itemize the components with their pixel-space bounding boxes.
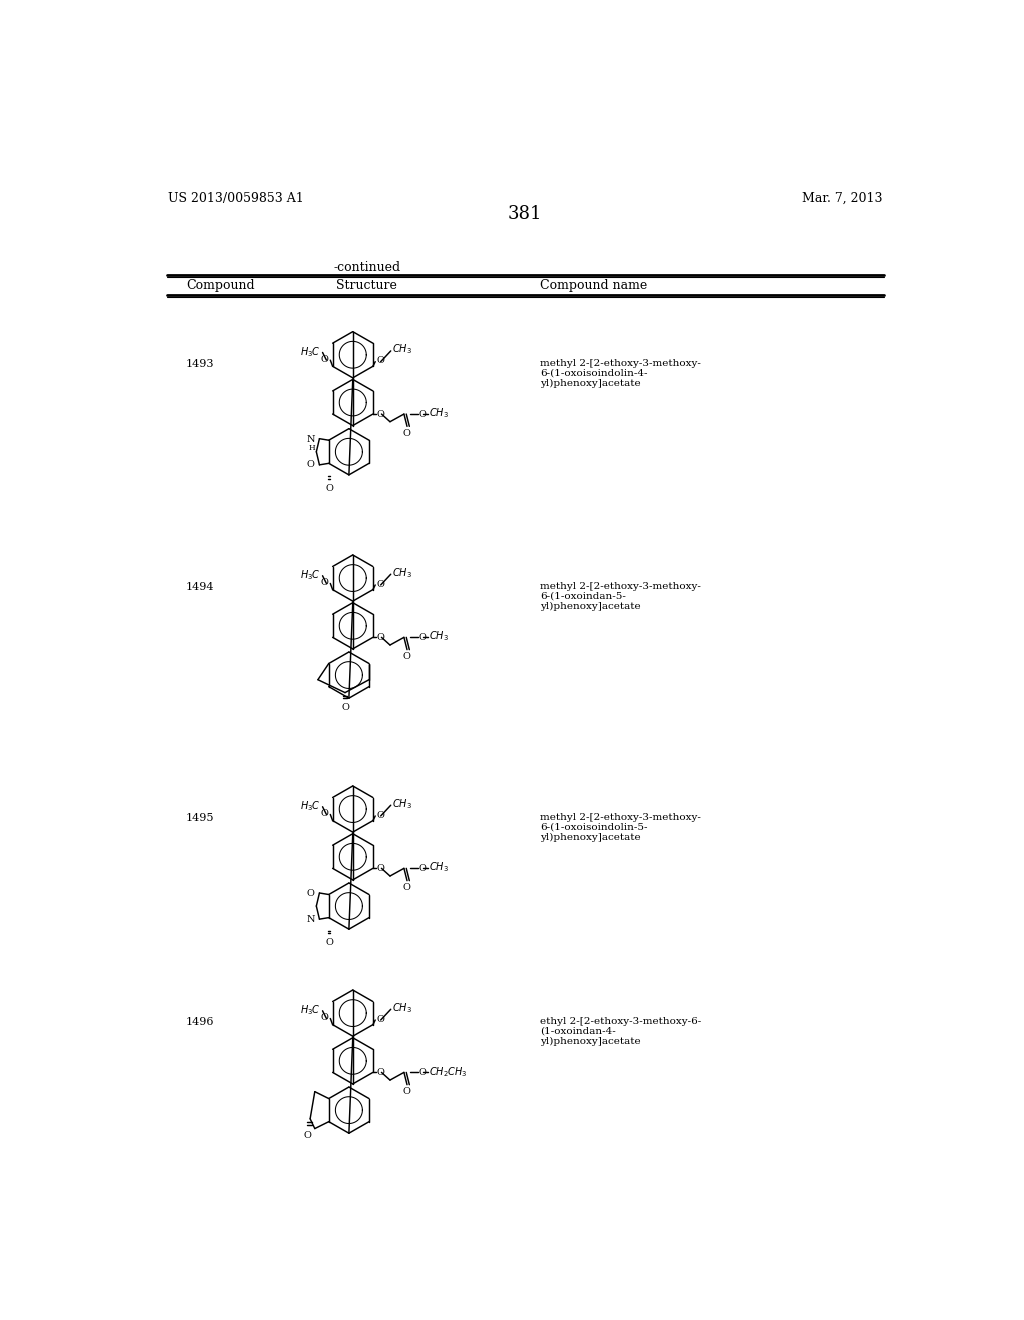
Text: N: N [306, 436, 314, 444]
Text: $CH_3$: $CH_3$ [392, 797, 413, 810]
Text: 6-(1-oxoindan-5-: 6-(1-oxoindan-5- [541, 591, 626, 601]
Text: O: O [419, 863, 426, 873]
Text: O: O [419, 1068, 426, 1077]
Text: O: O [377, 1015, 385, 1024]
Text: yl)phenoxy]acetate: yl)phenoxy]acetate [541, 1038, 641, 1045]
Text: O: O [377, 579, 385, 589]
Text: (1-oxoindan-4-: (1-oxoindan-4- [541, 1027, 616, 1036]
Text: 6-(1-oxoisoindolin-4-: 6-(1-oxoisoindolin-4- [541, 368, 648, 378]
Text: $CH_3$: $CH_3$ [392, 566, 413, 579]
Text: $H_3C$: $H_3C$ [300, 345, 321, 359]
Text: O: O [402, 1088, 411, 1096]
Text: N: N [306, 915, 314, 924]
Text: Structure: Structure [336, 280, 397, 292]
Text: US 2013/0059853 A1: US 2013/0059853 A1 [168, 191, 304, 205]
Text: methyl 2-[2-ethoxy-3-methoxy-: methyl 2-[2-ethoxy-3-methoxy- [541, 359, 701, 367]
Text: yl)phenoxy]acetate: yl)phenoxy]acetate [541, 602, 641, 611]
Text: O: O [321, 578, 328, 587]
Text: O: O [419, 632, 426, 642]
Text: O: O [326, 939, 334, 948]
Text: $CH_3$: $CH_3$ [429, 407, 449, 420]
Text: O: O [341, 704, 349, 713]
Text: O: O [377, 1068, 385, 1077]
Text: Compound name: Compound name [541, 280, 647, 292]
Text: O: O [377, 810, 385, 820]
Text: H: H [308, 444, 314, 451]
Text: O: O [377, 632, 385, 642]
Text: O: O [377, 863, 385, 873]
Text: -continued: -continued [333, 261, 400, 273]
Text: ethyl 2-[2-ethoxy-3-methoxy-6-: ethyl 2-[2-ethoxy-3-methoxy-6- [541, 1016, 701, 1026]
Text: $H_3C$: $H_3C$ [300, 568, 321, 582]
Text: $CH_3$: $CH_3$ [392, 342, 413, 356]
Text: O: O [377, 356, 385, 366]
Text: $H_3C$: $H_3C$ [300, 1003, 321, 1016]
Text: Compound: Compound [186, 280, 255, 292]
Text: $CH_2CH_3$: $CH_2CH_3$ [429, 1065, 467, 1078]
Text: $CH_3$: $CH_3$ [429, 861, 449, 874]
Text: O: O [307, 461, 314, 470]
Text: O: O [419, 409, 426, 418]
Text: 1494: 1494 [186, 582, 215, 591]
Text: methyl 2-[2-ethoxy-3-methoxy-: methyl 2-[2-ethoxy-3-methoxy- [541, 582, 701, 591]
Text: $H_3C$: $H_3C$ [300, 799, 321, 813]
Text: 1493: 1493 [186, 359, 215, 368]
Text: 1495: 1495 [186, 813, 215, 822]
Text: 381: 381 [508, 205, 542, 223]
Text: O: O [321, 1014, 328, 1022]
Text: 6-(1-oxoisoindolin-5-: 6-(1-oxoisoindolin-5- [541, 822, 648, 832]
Text: yl)phenoxy]acetate: yl)phenoxy]acetate [541, 833, 641, 842]
Text: $CH_3$: $CH_3$ [429, 630, 449, 643]
Text: $CH_3$: $CH_3$ [392, 1001, 413, 1015]
Text: O: O [402, 652, 411, 661]
Text: O: O [304, 1131, 311, 1140]
Text: O: O [321, 355, 328, 364]
Text: O: O [326, 484, 334, 494]
Text: methyl 2-[2-ethoxy-3-methoxy-: methyl 2-[2-ethoxy-3-methoxy- [541, 813, 701, 822]
Text: Mar. 7, 2013: Mar. 7, 2013 [802, 191, 883, 205]
Text: O: O [321, 809, 328, 818]
Text: O: O [377, 409, 385, 418]
Text: yl)phenoxy]acetate: yl)phenoxy]acetate [541, 379, 641, 388]
Text: O: O [307, 890, 314, 898]
Text: 1496: 1496 [186, 1016, 215, 1027]
Text: O: O [402, 429, 411, 438]
Text: O: O [402, 883, 411, 892]
